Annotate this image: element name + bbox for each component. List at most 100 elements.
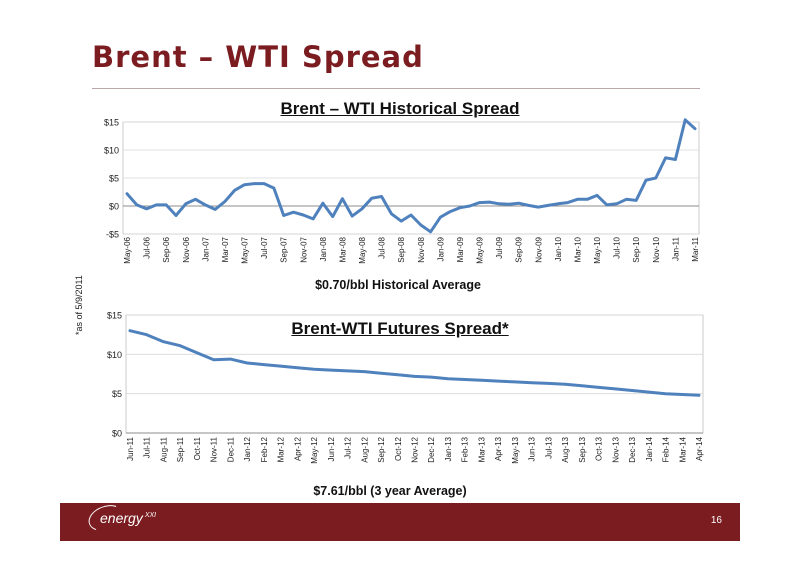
futures-data-point xyxy=(547,382,550,385)
historical-xtick-label: Nov-08 xyxy=(417,236,426,262)
historical-data-point xyxy=(449,210,452,213)
historical-xtick-label: Jan-10 xyxy=(554,236,563,261)
futures-data-point xyxy=(563,383,567,386)
historical-data-point xyxy=(194,198,197,201)
futures-data-point xyxy=(614,387,617,391)
company-logo: energy XXI xyxy=(84,500,157,536)
futures-xtick-label: Apr-13 xyxy=(494,436,503,461)
historical-data-point xyxy=(684,118,687,122)
futures-xtick-label: Jan-14 xyxy=(645,436,654,461)
futures-xtick-label: Nov-11 xyxy=(210,436,219,462)
historical-data-point xyxy=(458,206,462,209)
futures-xtick-label: Apr-14 xyxy=(695,436,704,461)
historical-data-point xyxy=(233,189,236,192)
futures-xtick-label: Oct-11 xyxy=(193,436,202,460)
historical-data-point xyxy=(331,215,334,218)
futures-xtick-label: Sep-12 xyxy=(377,436,386,462)
historical-data-point xyxy=(497,202,501,205)
page-number: 16 xyxy=(710,515,722,526)
historical-xtick-label: Mar-11 xyxy=(691,236,700,261)
futures-data-point xyxy=(463,378,466,381)
futures-data-point xyxy=(530,381,533,384)
historical-xtick-label: Mar-08 xyxy=(338,236,347,262)
futures-data-point xyxy=(128,329,132,332)
historical-data-point xyxy=(527,204,530,207)
futures-xtick-label: May-12 xyxy=(310,436,319,463)
historical-ytick-label: $10 xyxy=(104,146,119,156)
historical-data-point xyxy=(204,203,207,207)
futures-data-point xyxy=(262,363,266,366)
futures-xtick-label: Sep-13 xyxy=(578,436,587,462)
futures-data-point xyxy=(697,394,701,397)
historical-xtick-label: May-08 xyxy=(358,236,367,263)
historical-xtick-label: Jan-08 xyxy=(319,236,328,261)
historical-xtick-label: Jul-07 xyxy=(260,236,269,258)
historical-data-point xyxy=(635,199,638,202)
historical-ytick-label: $5 xyxy=(109,174,119,184)
historical-data-point xyxy=(693,127,697,130)
futures-xtick-label: May-13 xyxy=(511,436,520,463)
historical-data-point xyxy=(546,204,550,207)
futures-xtick-label: Nov-12 xyxy=(411,436,420,462)
futures-data-point xyxy=(446,377,450,380)
futures-xtick-label: Mar-14 xyxy=(678,436,687,462)
historical-data-point xyxy=(165,203,168,207)
historical-xtick-label: Jul-08 xyxy=(378,236,387,258)
futures-data-point xyxy=(329,368,332,372)
futures-data-point xyxy=(363,370,366,373)
historical-xtick-label: May-06 xyxy=(123,236,132,263)
futures-average-caption: $7.61/bbl (3 year Average) xyxy=(313,484,467,498)
historical-data-point xyxy=(478,201,481,204)
futures-chart-title: Brent-WTI Futures Spread* xyxy=(288,319,512,339)
historical-data-point xyxy=(605,203,609,207)
historical-data-point xyxy=(292,211,295,214)
historical-data-point xyxy=(223,200,227,203)
futures-xtick-label: Feb-13 xyxy=(461,436,470,462)
futures-xtick-label: Mar-13 xyxy=(477,436,486,462)
futures-data-point xyxy=(413,375,416,378)
historical-average-caption: $0.70/bbl Historical Average xyxy=(315,278,481,292)
historical-data-point xyxy=(595,194,599,197)
historical-data-point xyxy=(174,214,178,217)
futures-data-point xyxy=(296,366,299,369)
historical-data-point xyxy=(282,214,285,217)
historical-ytick-label: $0 xyxy=(109,202,119,212)
historical-data-point xyxy=(419,223,422,227)
historical-data-point xyxy=(243,183,246,186)
futures-xtick-label: Aug-12 xyxy=(360,436,369,462)
futures-xtick-label: Oct-13 xyxy=(595,436,604,461)
historical-data-point xyxy=(380,195,383,198)
logo-tag: XXI xyxy=(144,512,157,520)
futures-xtick-label: Jun-12 xyxy=(327,436,336,461)
logo-text: energy xyxy=(100,510,143,526)
futures-data-point xyxy=(597,386,600,389)
historical-data-point xyxy=(135,203,138,207)
historical-xtick-label: Jan-11 xyxy=(671,236,680,260)
historical-data-point xyxy=(654,176,657,180)
futures-data-point xyxy=(245,361,249,365)
historical-xtick-label: Mar-09 xyxy=(456,236,465,262)
historical-xtick-label: Jul-09 xyxy=(495,236,504,258)
futures-data-point xyxy=(630,389,634,392)
historical-xtick-label: Sep-09 xyxy=(515,236,524,262)
historical-xtick-label: Sep-07 xyxy=(280,236,289,262)
futures-xtick-label: Jul-12 xyxy=(344,436,353,458)
historical-data-point xyxy=(155,203,158,207)
historical-data-point xyxy=(213,208,217,211)
historical-data-point xyxy=(400,219,403,223)
historical-data-point xyxy=(351,214,354,218)
futures-xtick-label: Jan-13 xyxy=(444,436,453,461)
futures-xtick-label: Sep-11 xyxy=(176,436,185,462)
futures-ytick-label: $10 xyxy=(107,350,122,360)
futures-xtick-label: Jun-11 xyxy=(126,436,135,460)
futures-xtick-label: Jun-13 xyxy=(528,436,537,461)
futures-data-point xyxy=(212,358,215,361)
futures-xtick-label: Dec-13 xyxy=(628,436,637,462)
futures-xtick-label: Jan-12 xyxy=(243,436,252,461)
historical-data-point xyxy=(537,205,540,209)
historical-xtick-label: Jul-10 xyxy=(613,236,622,258)
historical-data-point xyxy=(311,217,315,221)
futures-data-point xyxy=(681,393,684,396)
historical-xtick-label: Jan-07 xyxy=(201,236,210,261)
futures-xtick-label: Jul-11 xyxy=(143,436,152,458)
